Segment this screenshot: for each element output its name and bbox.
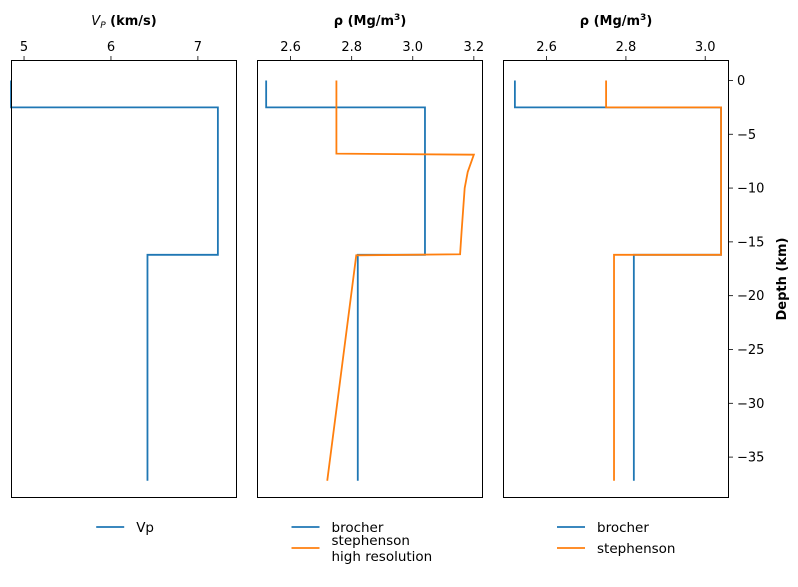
axis-title: VP (km/s)	[91, 14, 156, 31]
y-tick-label: −20	[737, 289, 764, 304]
x-tick-label: 3.2	[463, 40, 484, 55]
legend: brocher stephenson	[557, 520, 675, 557]
y-tick-label: 0	[737, 74, 745, 89]
y-tick-label: −30	[737, 397, 764, 412]
x-tick-label: 5	[20, 40, 28, 55]
series-line-brocher	[265, 80, 426, 481]
panel-2: 2.6 2.8 3.0 3.2 ρ (Mg/m3) brocherstephensonhi…	[257, 13, 484, 565]
x-tick-label: 2.8	[341, 40, 362, 55]
x-tick-label: 2.6	[280, 40, 301, 55]
legend-label: stephenson	[332, 533, 410, 549]
x-tick-label: 7	[194, 40, 202, 55]
y-tick-label: −25	[737, 343, 764, 358]
series-line-brocher	[513, 80, 722, 481]
series-line-Vp	[10, 80, 219, 481]
x-tick-label: 2.6	[536, 40, 557, 55]
legend-label: stephenson	[597, 541, 675, 557]
axes-frame	[503, 60, 729, 498]
series-line-stephenson	[605, 80, 722, 481]
y-axis-label: Depth (km)	[775, 238, 790, 321]
legend-label: brocher	[332, 520, 384, 536]
axis-title: ρ (Mg/m3)	[334, 13, 407, 29]
panel-1: 5 6 7 VP (km/s) Vp	[10, 14, 237, 536]
y-tick-label: −10	[737, 182, 764, 197]
axes-frame	[11, 60, 237, 498]
x-tick-label: 6	[107, 40, 115, 55]
legend: Vp	[96, 520, 154, 536]
legend-label: Vp	[136, 520, 154, 536]
axis-title: ρ (Mg/m3)	[580, 13, 653, 29]
panel-3: 2.6 2.8 3.0 ρ (Mg/m3) 0 −5 −10 −15 −20 −25 −30 −35 D…	[503, 13, 790, 557]
y-tick-label: −5	[737, 128, 756, 143]
x-tick-label: 3.0	[402, 40, 423, 55]
x-tick-label: 2.8	[616, 40, 637, 55]
series-line-stephenson-high-resolution	[326, 80, 476, 481]
legend-label: brocher	[597, 520, 649, 536]
x-tick-label: 3.0	[695, 40, 716, 55]
y-tick-label: −15	[737, 235, 764, 250]
axes-frame	[257, 60, 483, 498]
y-tick-label: −35	[737, 451, 764, 466]
legend-label-line2: high resolution	[332, 549, 433, 565]
